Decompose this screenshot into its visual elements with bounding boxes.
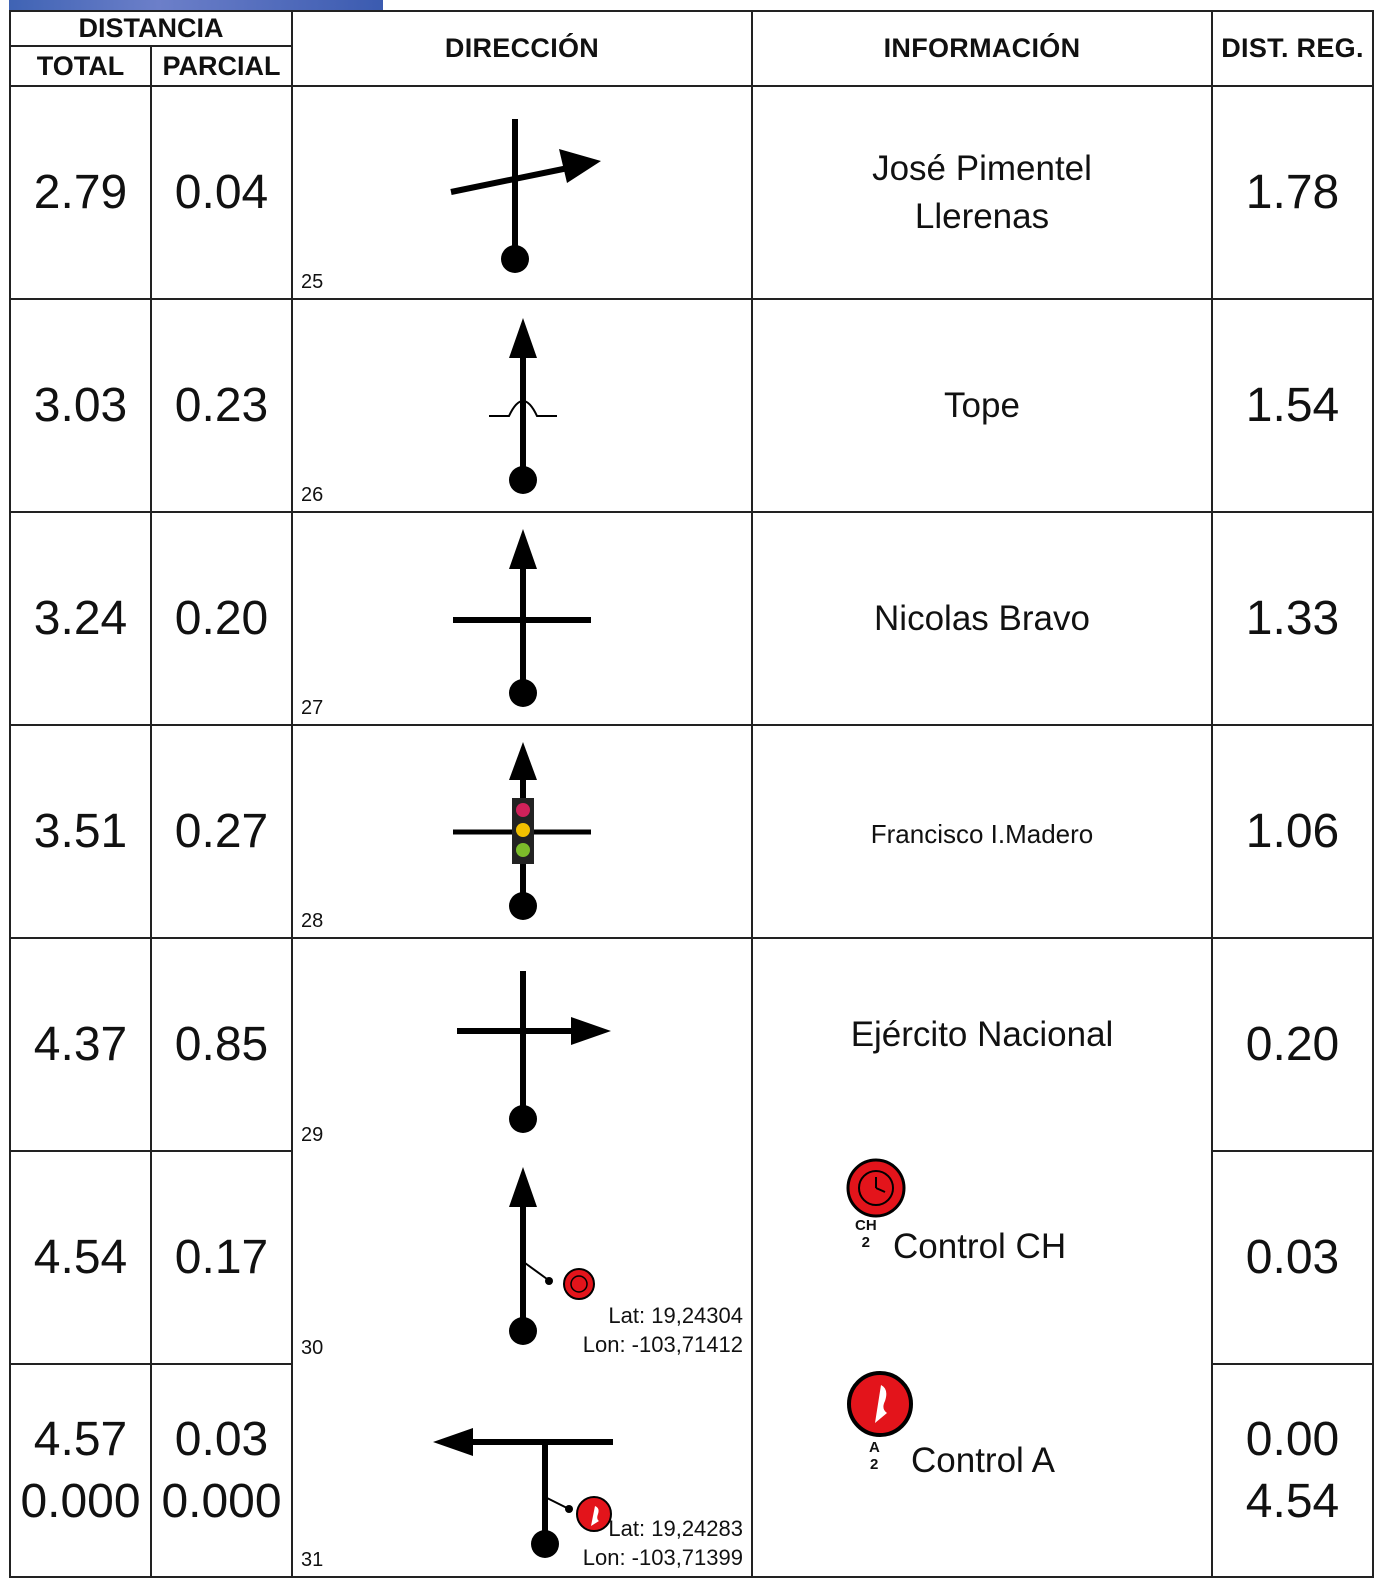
parcial-value-2: 0.000 xyxy=(161,1474,282,1528)
total-value-2: 0.000 xyxy=(20,1474,141,1528)
dist-reg-cell: 1.78 xyxy=(1211,85,1374,300)
table-row: 4.37 0.85 29 Ejército Nacional xyxy=(9,937,1374,1578)
total-cell: 4.54 xyxy=(9,1150,152,1365)
traffic-light-straight-icon xyxy=(453,742,591,920)
direction-cell: 26 xyxy=(291,298,753,513)
table-row: 3.24 0.20 27 Nicolas Bravo 1.33 xyxy=(9,511,1374,726)
step-index: 26 xyxy=(301,484,324,506)
total-cell: 2.79 xyxy=(9,85,152,300)
roadbook-table: DISTANCIA TOTAL PARCIAL DIRECCIÓN INFORM… xyxy=(9,10,1374,1578)
distance-header: DISTANCIA TOTAL PARCIAL xyxy=(9,10,293,87)
clock-control-icon xyxy=(846,1158,906,1218)
dist-reg-cell: 0.00 4.54 xyxy=(1211,1363,1374,1578)
table-row: 2.79 0.04 25 José Pimentel Llerenas 1.78 xyxy=(9,85,1374,300)
longitude: Lon: -103,71399 xyxy=(582,1545,743,1570)
info-cell: José Pimentel Llerenas xyxy=(751,85,1213,300)
dist-reg-cell: 1.54 xyxy=(1211,298,1374,513)
dist-reg-cell: 1.33 xyxy=(1211,511,1374,726)
direction-cell: 28 xyxy=(291,724,753,939)
table-row: 4.54 0.17 Lat: 19,24304 Lon: -103,71412 … xyxy=(9,1150,1374,1365)
latitude: Lat: 19,24283 xyxy=(608,1516,743,1541)
parcial-cell: 0.23 xyxy=(150,298,293,513)
total-cell: 3.03 xyxy=(9,298,152,513)
control-label: Control A xyxy=(911,1441,1055,1480)
parcial-value: 0.03 xyxy=(174,1412,269,1466)
step-index: 30 xyxy=(301,1337,324,1359)
direction-cell: 29 xyxy=(291,937,753,1151)
direction-cell: 27 xyxy=(291,511,753,726)
longitude: Lon: -103,71412 xyxy=(582,1332,743,1357)
table-row: 4.57 0.000 0.03 0.000 Lat: 19,24283 Lon:… xyxy=(9,1363,1374,1578)
control-badge: CH 2 xyxy=(855,1217,877,1251)
control-badge: A 2 xyxy=(869,1439,880,1473)
step-index: 31 xyxy=(301,1549,324,1571)
gps-coordinates: Lat: 19,24304 Lon: -103,71412 xyxy=(583,1301,743,1359)
step-index: 28 xyxy=(301,910,324,932)
info-text: Tope xyxy=(944,385,1020,425)
header-row: DISTANCIA TOTAL PARCIAL DIRECCIÓN INFORM… xyxy=(9,10,1374,87)
parcial-cell: 0.85 xyxy=(150,937,293,1152)
dist-reg-header: DIST. REG. xyxy=(1211,10,1374,87)
info-cell: Nicolas Bravo xyxy=(751,511,1213,726)
direccion-header: DIRECCIÓN xyxy=(291,10,753,87)
latitude: Lat: 19,24304 xyxy=(608,1303,743,1328)
total-cell: 4.57 0.000 xyxy=(9,1363,152,1578)
parcial-cell: 0.04 xyxy=(150,85,293,300)
arrival-control-turn-left-icon xyxy=(433,1428,613,1558)
info-cell: Tope xyxy=(751,298,1213,513)
time-control-straight-icon xyxy=(509,1167,595,1345)
dist-reg-value-2: 4.54 xyxy=(1245,1474,1340,1528)
info-cell: Francisco I.Madero xyxy=(751,724,1213,939)
info-text: Francisco I.Madero xyxy=(870,818,1094,849)
parcial-header: PARCIAL xyxy=(162,51,281,81)
intersection-straight-icon xyxy=(453,529,591,707)
dist-reg-cell: 0.20 xyxy=(1211,937,1374,1152)
total-value: 4.57 xyxy=(33,1412,128,1466)
distancia-title: DISTANCIA xyxy=(11,12,291,47)
control-label: Control CH xyxy=(893,1227,1067,1266)
parcial-cell: 0.20 xyxy=(150,511,293,726)
direction-cell: 25 xyxy=(291,85,753,300)
info-text: Nicolas Bravo xyxy=(874,598,1090,638)
table-row: 3.03 0.23 26 Tope 1.54 xyxy=(9,298,1374,513)
table-row: 3.51 0.27 28 Francisco I.Madero 1.06 xyxy=(9,724,1374,939)
gps-coordinates: Lat: 19,24283 Lon: -103,71399 xyxy=(583,1514,743,1572)
dist-reg-cell: 1.06 xyxy=(1211,724,1374,939)
turn-right-icon xyxy=(457,971,611,1133)
direction-cell: Lat: 19,24283 Lon: -103,71399 31 xyxy=(291,1364,753,1578)
total-header: TOTAL xyxy=(11,47,152,85)
step-index: 27 xyxy=(301,697,324,719)
flag-control-icon xyxy=(847,1371,913,1437)
dist-reg-cell: 0.03 xyxy=(1211,1150,1374,1365)
step-index: 29 xyxy=(301,1124,324,1146)
direction-cell: Lat: 19,24304 Lon: -103,71412 30 xyxy=(291,1151,753,1364)
total-cell: 3.51 xyxy=(9,724,152,939)
dist-reg-value: 0.00 xyxy=(1245,1412,1340,1466)
total-cell: 3.24 xyxy=(9,511,152,726)
crossing-right-arrow-icon xyxy=(450,119,601,273)
header-banner-graphic xyxy=(9,0,383,12)
parcial-cell: 0.27 xyxy=(150,724,293,939)
step-index: 25 xyxy=(301,271,324,293)
speed-bump-straight-icon xyxy=(489,318,557,494)
parcial-cell: 0.03 0.000 xyxy=(150,1363,293,1578)
info-text: Ejército Nacional xyxy=(850,1015,1114,1054)
total-cell: 4.37 xyxy=(9,937,152,1152)
info-text: José Pimentel Llerenas xyxy=(872,148,1092,236)
info-merged-cell: Ejército Nacional CH 2 Control CH xyxy=(751,937,1213,1578)
parcial-cell: 0.17 xyxy=(150,1150,293,1365)
informacion-header: INFORMACIÓN xyxy=(751,10,1213,87)
